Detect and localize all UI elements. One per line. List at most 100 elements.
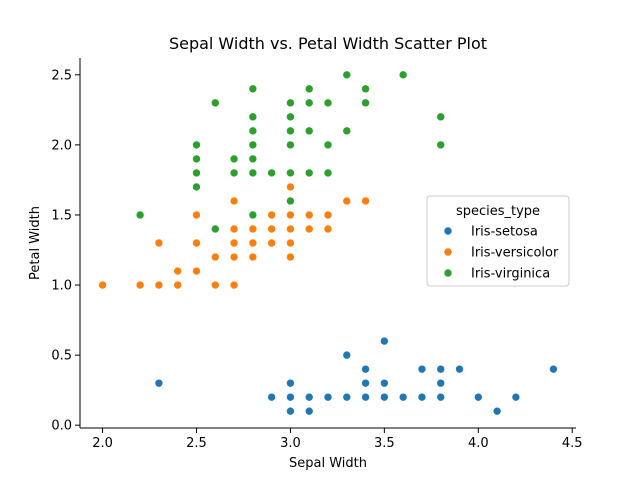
data-point [286,168,295,178]
legend-label: Iris-setosa [471,225,538,240]
data-point [286,252,295,262]
data-point [154,238,164,248]
y-tick-label: 0.5 [51,349,72,364]
data-point [154,378,164,388]
data-point [436,140,446,150]
data-point [286,224,295,234]
data-point [286,238,295,248]
legend-label: Iris-virginica [471,267,550,282]
y-tick-label: 1.5 [51,208,72,223]
data-point [267,210,276,220]
data-point [380,392,389,402]
x-tick-label: 3.5 [374,436,395,451]
data-point [286,98,295,108]
data-point [417,364,427,374]
legend: species_type Iris-setosaIris-versicolorI… [426,195,570,287]
y-tick-label: 0.0 [51,419,72,434]
data-point [192,182,201,192]
data-point [492,406,502,416]
data-point [248,140,258,150]
data-point [304,168,314,178]
data-point [511,392,521,402]
data-point [267,168,276,178]
data-point [473,392,483,402]
data-point [210,252,220,262]
data-point [248,168,258,178]
data-point [436,378,446,388]
data-point [361,392,370,402]
data-point [304,224,314,234]
data-point [304,210,314,220]
y-tick-label: 2.5 [51,68,72,83]
data-point [286,196,295,206]
data-point [229,238,239,248]
ticks-layer: 2.0 2.5 3.0 3.5 4.0 4.5 0.0 0.5 1.0 1.5 2.0 2.5 [51,68,582,451]
x-tick-label: 3.0 [280,436,301,451]
data-point [380,378,389,388]
data-point [342,392,352,402]
data-point [342,196,352,206]
data-point [267,392,276,402]
data-point [323,210,333,220]
data-point [342,350,352,360]
data-point [229,168,239,178]
x-axis-label: Sepal Width [289,456,367,471]
data-point [248,112,258,122]
legend-marker [443,247,453,257]
data-point [436,392,446,402]
data-point [436,364,446,374]
data-point [192,266,201,276]
data-point [342,70,352,80]
data-point [304,84,314,94]
data-point [229,196,239,206]
data-point [417,392,427,402]
data-point [342,126,352,136]
data-point [173,280,182,290]
data-point [304,126,314,136]
data-point [436,112,446,122]
data-point [229,154,239,164]
legend-marker [443,268,453,278]
data-point [398,392,408,402]
data-point [549,364,558,374]
data-point [323,392,333,402]
data-point [361,98,370,108]
data-point [286,378,295,388]
data-point [248,84,258,94]
data-point [361,196,370,206]
x-tick-label: 4.0 [468,436,489,451]
data-point [210,98,220,108]
legend-label: Iris-versicolor [471,246,559,261]
data-point [229,224,239,234]
points-layer [98,70,558,416]
data-point [154,280,164,290]
data-point [248,210,258,220]
data-point [361,378,370,388]
data-point [248,154,258,164]
data-point [286,406,295,416]
data-point [286,182,295,192]
data-point [286,210,295,220]
data-point [455,364,464,374]
x-tick-label: 4.5 [562,436,583,451]
chart-title: Sepal Width vs. Petal Width Scatter Plot [169,34,487,53]
y-tick-label: 1.0 [51,279,72,294]
data-point [192,238,201,248]
data-point [361,84,370,94]
data-point [98,280,107,290]
data-point [210,280,220,290]
data-point [192,168,201,178]
data-point [323,168,333,178]
data-point [267,238,276,248]
data-point [135,210,145,220]
data-point [229,252,239,262]
data-point [361,364,370,374]
data-point [192,154,201,164]
legend-box [426,195,570,287]
y-tick-label: 2.0 [51,138,72,153]
legend-entries: Iris-setosa Iris-versicolor Iris-virginica [443,225,559,282]
data-point [380,336,389,346]
data-point [192,140,201,150]
legend-marker [443,226,453,236]
